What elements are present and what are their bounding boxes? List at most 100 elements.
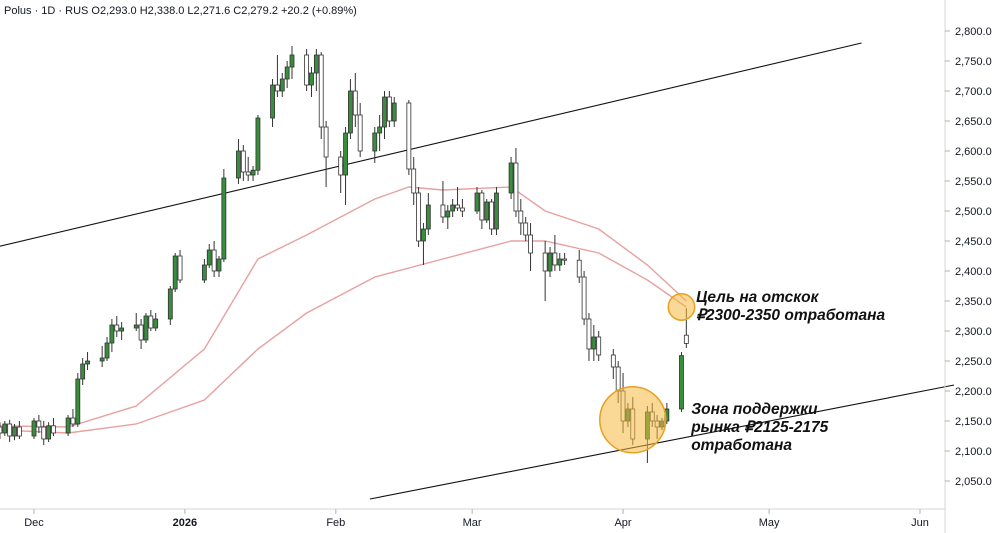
candle <box>31 418 37 439</box>
candle-body <box>16 426 22 437</box>
candle <box>576 250 582 283</box>
candle <box>425 193 431 235</box>
y-tick-label: 2,600.0 <box>955 146 992 158</box>
chart-header: Polus · 1D · RUS O2,293.0 H2,338.0 L2,27… <box>4 5 357 17</box>
candle <box>109 319 115 352</box>
y-axis-ticks: 2,050.0 2,100.0 2,150.0 2,200.0 2,250.0 2,300… <box>945 26 992 488</box>
y-tick-label: 2,250.0 <box>955 356 992 368</box>
candle-body <box>289 54 295 68</box>
annotation-1-line-1: Цель на отскок <box>696 289 820 306</box>
candle-body <box>455 204 460 209</box>
candle-body <box>148 315 154 329</box>
candle-body <box>240 150 246 173</box>
x-tick-label: Jun <box>911 517 929 529</box>
candle <box>236 139 241 184</box>
candle-body <box>562 258 568 261</box>
moving-averages <box>0 186 687 434</box>
annotation-2-line-2: рынка ₽2125-2175 <box>690 419 828 436</box>
candle <box>596 331 602 361</box>
candle <box>143 313 149 343</box>
candle <box>474 187 480 214</box>
candle <box>406 100 412 175</box>
candle-body <box>377 126 383 134</box>
candle-body <box>250 169 256 176</box>
candle <box>343 127 348 205</box>
candle-body <box>474 192 480 212</box>
candle-body <box>41 426 47 440</box>
annotation-1-line-2: ₽2300-2350 отработана <box>696 307 885 324</box>
candle-body <box>372 132 378 152</box>
candle <box>411 157 417 205</box>
candle-body <box>138 324 144 341</box>
candle <box>494 187 499 235</box>
candle <box>206 244 212 268</box>
annotation-2-line-3: отработана <box>691 437 792 454</box>
candle-body <box>494 192 499 230</box>
candle <box>523 217 529 241</box>
candle <box>416 187 421 247</box>
candle-body <box>489 201 495 230</box>
candle-body <box>216 258 222 272</box>
candle <box>581 271 587 325</box>
candle-body <box>167 288 173 320</box>
candle-body <box>586 318 592 350</box>
candle <box>459 199 465 217</box>
candle-body <box>576 259 582 278</box>
y-tick-label: 2,450.0 <box>955 236 992 248</box>
candle-body <box>211 249 217 272</box>
candle-body <box>177 255 183 281</box>
y-tick-label: 2,750.0 <box>955 56 992 68</box>
candle-body <box>313 54 319 74</box>
candle <box>440 181 446 223</box>
candle-body <box>119 327 125 332</box>
candle-body <box>386 96 392 122</box>
candle <box>41 421 47 445</box>
candle <box>65 415 71 436</box>
candle-body <box>284 66 290 80</box>
candle-body <box>343 132 348 176</box>
candle-body <box>70 417 76 425</box>
trendlines <box>0 42 955 500</box>
candle-body <box>557 258 563 266</box>
candle-body <box>236 150 241 179</box>
candle-body <box>508 162 514 194</box>
candle <box>221 169 227 262</box>
candle-body <box>411 168 417 194</box>
candle-body <box>255 117 261 171</box>
candle-body <box>581 276 587 320</box>
candle-body <box>542 252 548 272</box>
candle-body <box>80 363 86 380</box>
candle-body <box>459 207 465 212</box>
candle-body <box>610 354 616 368</box>
x-tick-label: Mar <box>463 517 482 529</box>
candle <box>36 415 42 433</box>
candle-body <box>270 84 275 119</box>
candle-body <box>382 96 387 128</box>
candle <box>177 250 183 283</box>
candle-body <box>513 162 519 212</box>
candle-body <box>109 324 115 344</box>
candle-body <box>245 171 251 176</box>
candle-body <box>552 252 558 266</box>
trendline-2 <box>369 384 955 500</box>
candle <box>562 253 568 265</box>
candle-body <box>445 210 451 218</box>
candle <box>284 61 290 88</box>
annotations: Цель на отскок₽2300-2350 отработана Зона … <box>690 289 885 454</box>
candle <box>382 91 387 139</box>
candle-body <box>12 426 17 437</box>
candle-body <box>309 72 314 86</box>
candle <box>75 373 81 427</box>
x-tick-label: Apr <box>614 517 631 529</box>
candle-body <box>104 342 110 359</box>
candle <box>172 253 178 292</box>
candle <box>508 157 514 199</box>
candle <box>557 253 563 271</box>
candle-body <box>275 84 280 92</box>
candle-body <box>450 204 456 212</box>
candle-body <box>479 192 485 221</box>
candle <box>377 115 383 151</box>
annotation-2-line-1: Зона поддержки <box>691 401 818 418</box>
candle <box>16 421 22 439</box>
